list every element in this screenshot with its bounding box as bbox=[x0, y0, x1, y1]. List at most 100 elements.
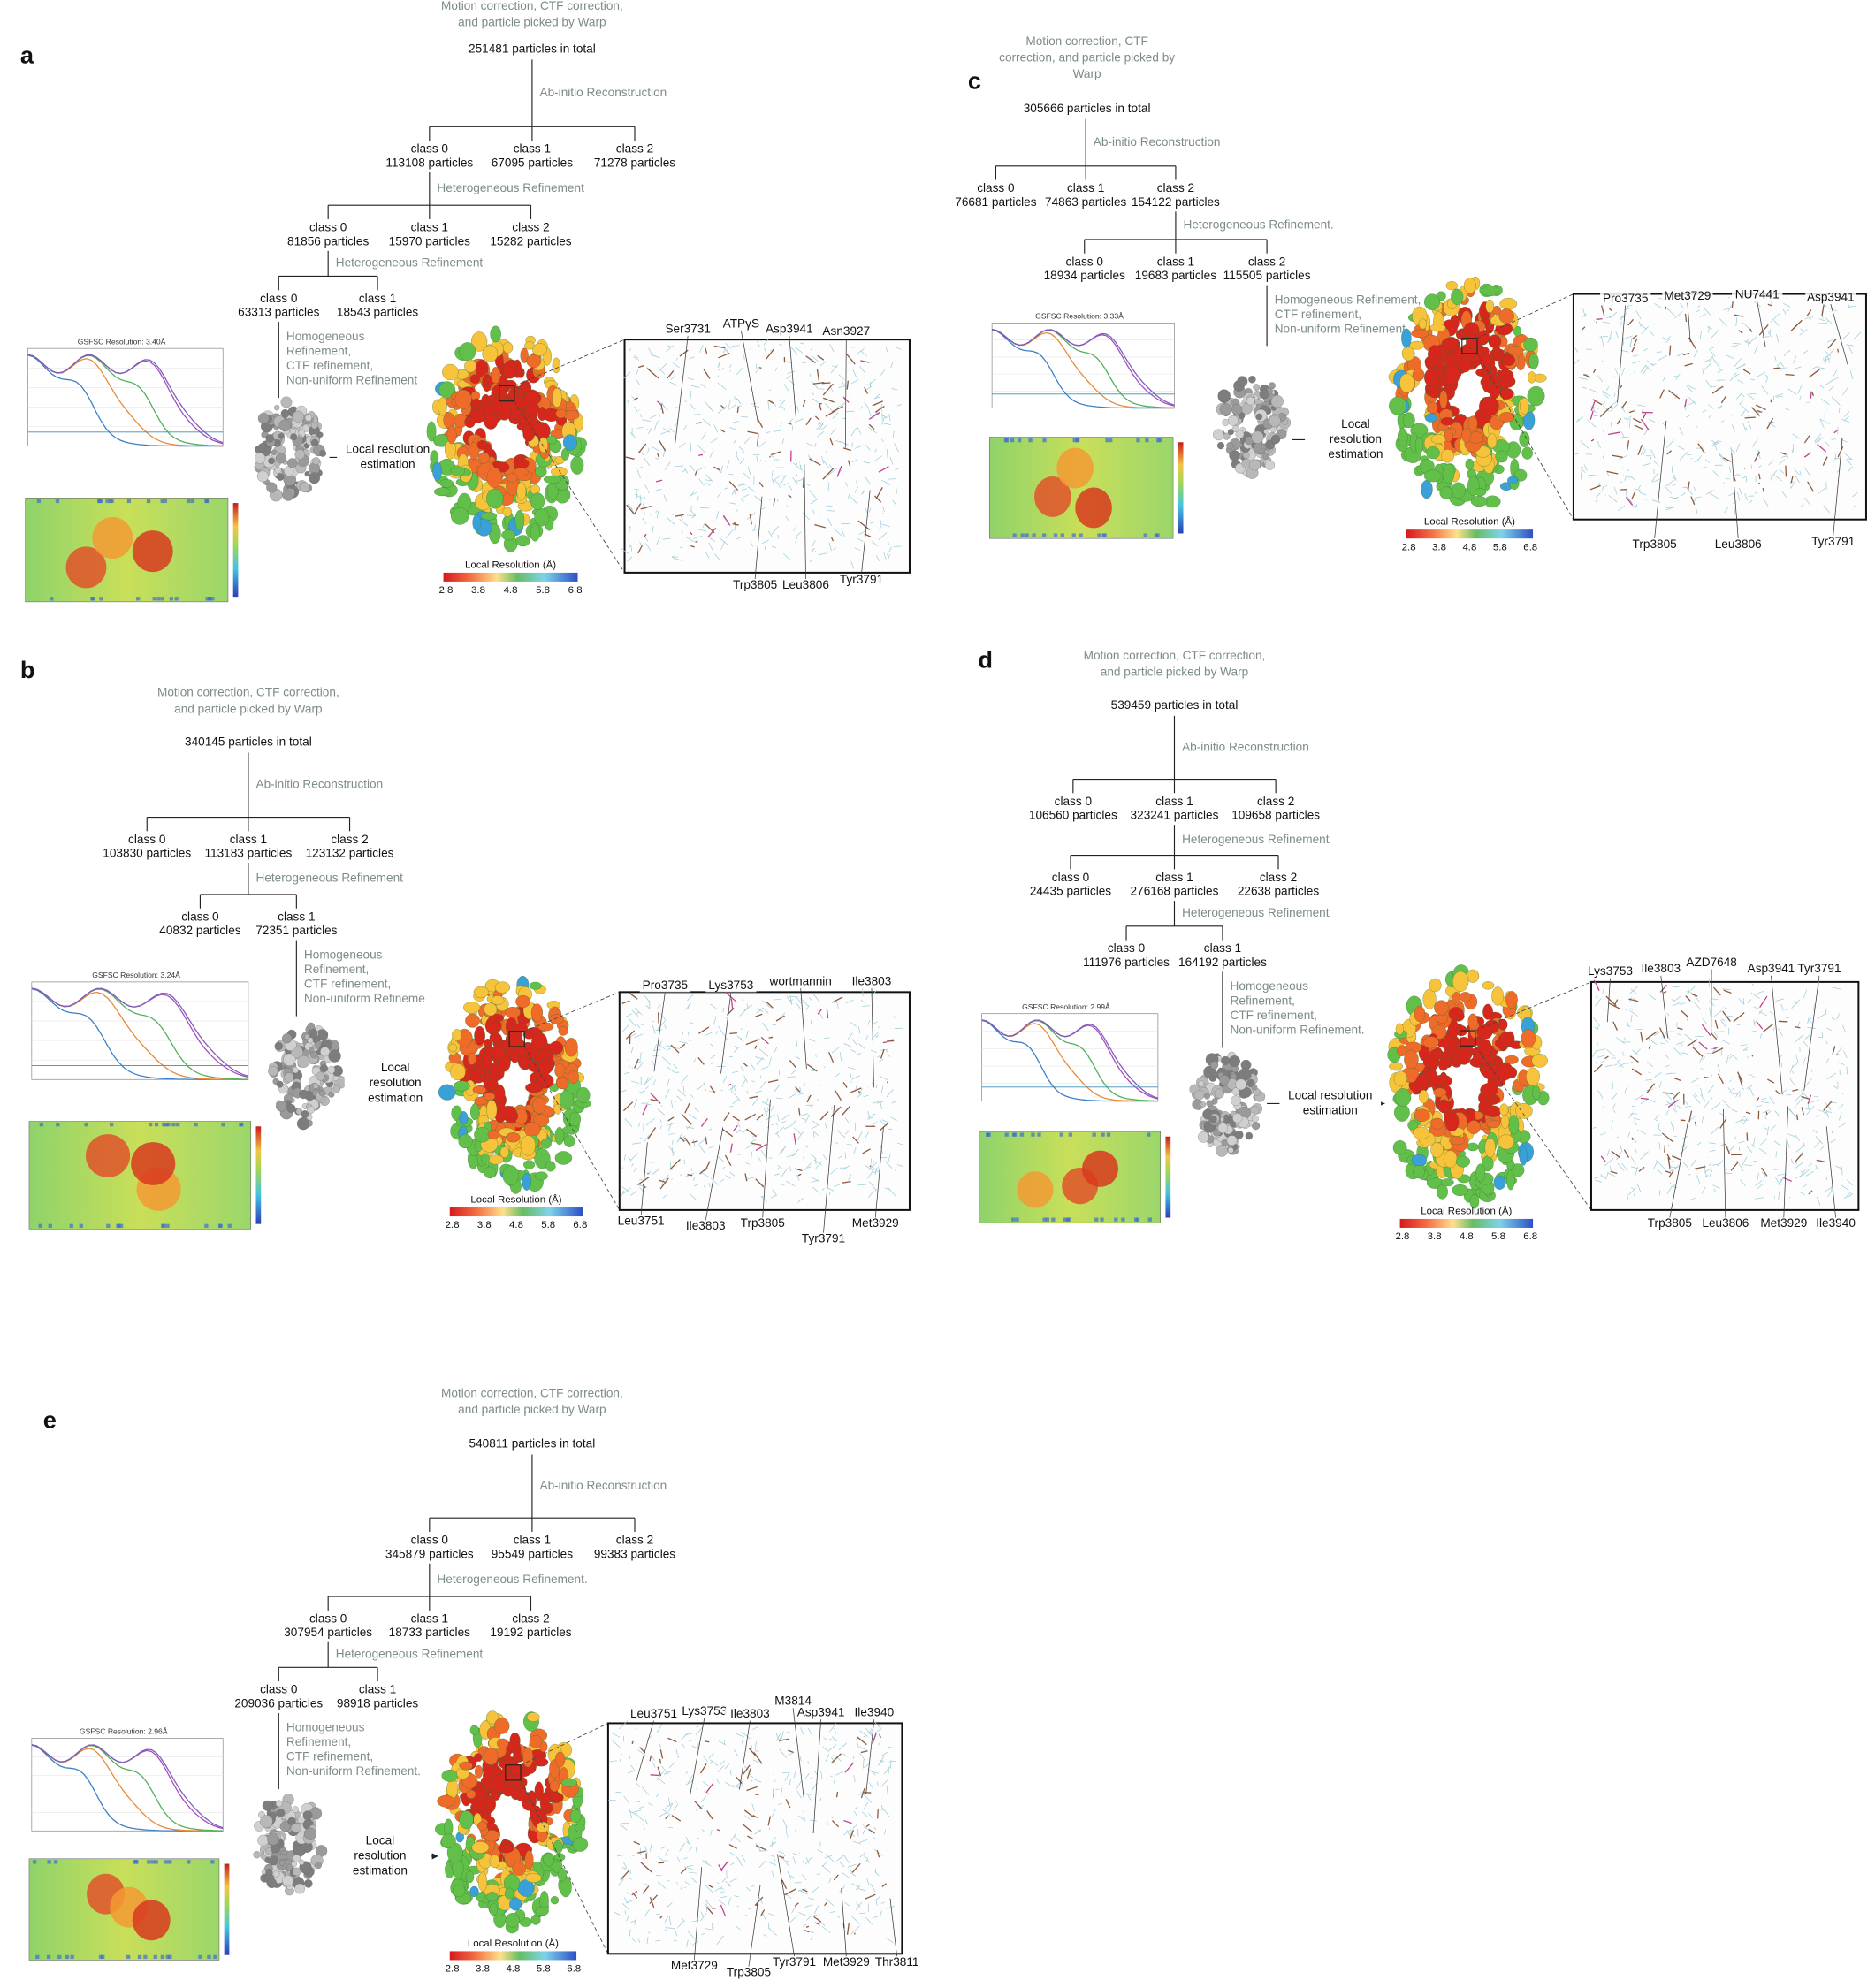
local-map-blob bbox=[1499, 1103, 1509, 1116]
local-map-blob bbox=[1505, 991, 1518, 1009]
density-mesh bbox=[669, 381, 678, 386]
grey-map-blob bbox=[298, 1859, 305, 1865]
model-bond bbox=[822, 468, 835, 480]
header-text: Warp bbox=[1073, 67, 1101, 80]
model-bond bbox=[749, 514, 752, 525]
colorbar-tick: 2.8 bbox=[1402, 542, 1416, 552]
density-mesh bbox=[636, 379, 641, 385]
heatmap-cell bbox=[1031, 1132, 1035, 1137]
heatmap-cell bbox=[166, 1122, 171, 1127]
local-map-blob bbox=[1451, 482, 1466, 499]
local-map-blob bbox=[1473, 1049, 1483, 1065]
density-mesh bbox=[627, 503, 633, 510]
grey-map-blob bbox=[305, 414, 312, 422]
model-bond bbox=[789, 423, 792, 425]
density-mesh bbox=[738, 446, 745, 453]
density-mesh bbox=[697, 444, 706, 453]
local-map-blob bbox=[1426, 446, 1440, 460]
header-text: and particle picked by Warp bbox=[174, 702, 322, 715]
panel-letter: b bbox=[20, 656, 35, 683]
header-text: Motion correction, CTF correction, bbox=[441, 1386, 623, 1399]
heatmap-cell bbox=[1053, 533, 1058, 537]
grey-map-blob bbox=[1249, 459, 1261, 471]
density-mesh bbox=[657, 510, 659, 519]
local-map-blob bbox=[1475, 1163, 1486, 1183]
colorbar-tick: 4.8 bbox=[1462, 542, 1476, 552]
class-count: 113183 particles bbox=[204, 847, 292, 860]
grey-map-blob bbox=[265, 1869, 273, 1877]
grey-map-blob bbox=[320, 1047, 331, 1057]
model-bond bbox=[1837, 348, 1840, 353]
density-mesh bbox=[896, 347, 902, 350]
local-map-blob bbox=[523, 1160, 536, 1169]
heatmap-cell bbox=[1015, 1217, 1019, 1222]
density-mesh bbox=[828, 464, 833, 470]
class-name: class 1 bbox=[1067, 181, 1104, 194]
class-count: 98918 particles bbox=[337, 1697, 418, 1710]
final-step: Refinement, bbox=[286, 344, 351, 357]
total-particles: 540811 particles in total bbox=[469, 1437, 596, 1451]
local-map-blob bbox=[523, 401, 539, 415]
density-mesh bbox=[733, 489, 736, 495]
final-step: Non-uniform Refinement. bbox=[286, 1764, 421, 1778]
heatmap-cell bbox=[1060, 533, 1064, 537]
heatmap-hotspot bbox=[131, 1142, 176, 1185]
residue-pointer bbox=[861, 490, 871, 575]
density-mesh bbox=[795, 531, 802, 538]
colorbar-tick: 3.8 bbox=[471, 585, 485, 596]
class-count: 103830 particles bbox=[103, 847, 191, 860]
residue-pointer bbox=[844, 338, 847, 448]
local-map-blob bbox=[543, 475, 561, 484]
grey-map-blob bbox=[266, 1878, 277, 1888]
heatmap-cell bbox=[210, 1860, 215, 1864]
heatmap-cell bbox=[160, 1954, 165, 1960]
density-mesh bbox=[704, 479, 713, 482]
local-map-blob bbox=[522, 424, 535, 442]
local-map-blob bbox=[524, 1850, 534, 1870]
density-mesh bbox=[629, 348, 631, 352]
local-map-blob bbox=[1411, 329, 1429, 339]
local-map-blob bbox=[1433, 1047, 1443, 1061]
colorbar-title: Local Resolution (Å) bbox=[470, 1193, 561, 1205]
local-map-blob bbox=[486, 1892, 499, 1902]
final-step: Homogeneous bbox=[1231, 979, 1309, 993]
local-map-blob bbox=[471, 398, 482, 410]
density-mesh bbox=[773, 430, 781, 432]
heatmap-cell bbox=[150, 1860, 155, 1864]
local-map-blob bbox=[1421, 480, 1433, 499]
local-map-blob bbox=[502, 341, 514, 354]
local-map-blob bbox=[1507, 476, 1518, 485]
residue-label: Trp3805 bbox=[1648, 1216, 1692, 1230]
density-mesh bbox=[811, 392, 815, 396]
heatmap-hotspot bbox=[1075, 487, 1112, 529]
grey-map-blob bbox=[1193, 1089, 1205, 1101]
residue-label: Met3929 bbox=[1760, 1216, 1807, 1230]
grey-map-blob bbox=[282, 489, 294, 501]
grey-map-blob bbox=[268, 1066, 278, 1077]
density-mesh bbox=[778, 399, 786, 408]
colorbar-tick: 3.8 bbox=[477, 1220, 492, 1230]
panel-letter: d bbox=[978, 645, 993, 673]
header-text: Motion correction, CTF correction, bbox=[441, 0, 623, 12]
density-mesh bbox=[718, 362, 720, 369]
local-map-blob bbox=[1482, 1003, 1493, 1020]
density-mesh bbox=[627, 400, 629, 404]
class-name: class 0 bbox=[181, 910, 219, 923]
local-map-blob bbox=[1414, 1108, 1430, 1122]
heatmap-cell bbox=[35, 1954, 40, 1960]
density-mesh bbox=[759, 460, 766, 462]
density-mesh bbox=[722, 348, 726, 354]
step-label: Ab-initio Reconstruction bbox=[1094, 135, 1221, 149]
local-map-blob bbox=[513, 468, 529, 476]
density-mesh bbox=[850, 496, 858, 505]
local-map-blob bbox=[439, 479, 454, 488]
density-mesh bbox=[818, 552, 827, 556]
local-map-blob bbox=[486, 488, 504, 509]
local-map-blob bbox=[1455, 1155, 1471, 1168]
grey-map-blob bbox=[276, 453, 287, 464]
model-bond bbox=[747, 430, 759, 435]
grey-map-blob bbox=[264, 1856, 271, 1864]
density-mesh bbox=[644, 484, 649, 490]
model-bond bbox=[732, 522, 739, 526]
local-map-blob bbox=[1453, 347, 1463, 364]
